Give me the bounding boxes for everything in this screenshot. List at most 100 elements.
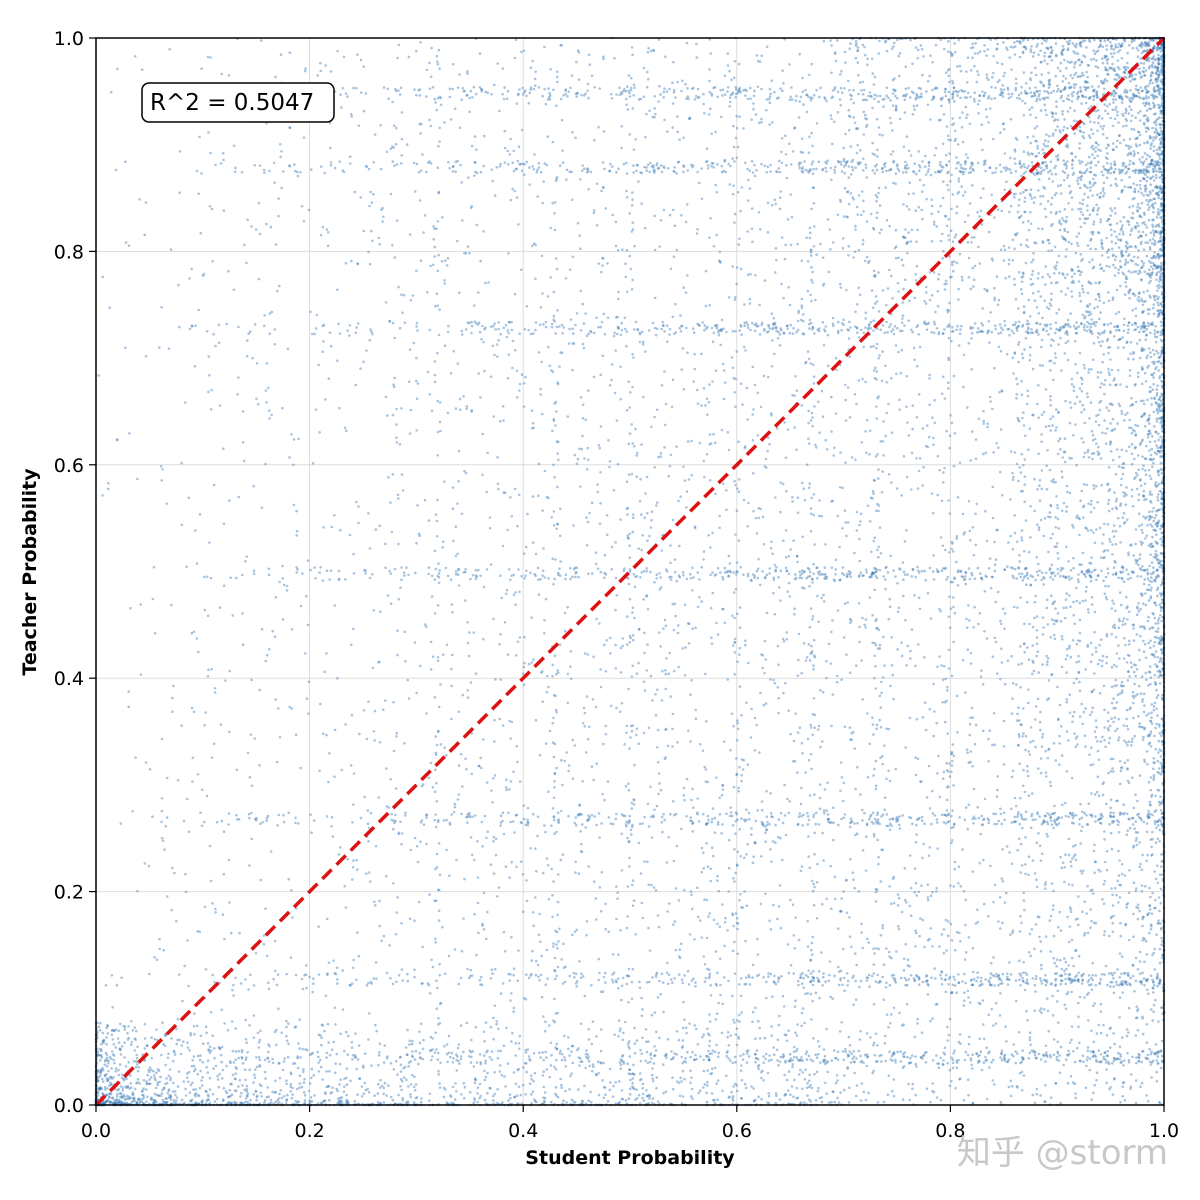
- data-point: [992, 71, 995, 75]
- data-point: [1105, 655, 1109, 659]
- data-point: [483, 134, 486, 138]
- data-point: [866, 63, 869, 67]
- data-point: [756, 391, 760, 395]
- data-point: [1103, 192, 1106, 195]
- data-point: [920, 190, 924, 193]
- data-point: [998, 896, 1002, 899]
- data-point: [531, 59, 534, 63]
- data-point: [435, 519, 439, 523]
- data-point: [1115, 72, 1119, 76]
- data-point: [879, 552, 883, 555]
- data-point: [201, 274, 205, 277]
- data-point: [206, 675, 210, 678]
- data-point: [503, 129, 507, 133]
- data-point: [996, 590, 1000, 594]
- data-point: [877, 310, 881, 313]
- data-point: [1077, 1025, 1080, 1029]
- data-point: [848, 1043, 852, 1047]
- data-point: [818, 996, 821, 1000]
- data-point: [1097, 317, 1101, 321]
- data-point: [769, 792, 772, 795]
- data-point: [1038, 479, 1042, 482]
- data-point: [583, 994, 587, 998]
- data-point: [1016, 382, 1019, 386]
- data-point: [578, 813, 581, 817]
- data-point: [1102, 533, 1105, 536]
- data-point: [631, 967, 635, 971]
- data-point: [921, 484, 924, 487]
- data-point: [1149, 776, 1153, 779]
- data-point: [619, 1027, 622, 1030]
- data-point: [831, 241, 835, 244]
- data-point: [1097, 413, 1100, 417]
- data-point: [926, 993, 930, 996]
- data-point: [664, 55, 667, 58]
- data-point: [836, 111, 840, 114]
- data-point: [298, 1018, 301, 1021]
- data-point: [914, 209, 917, 212]
- data-point: [905, 1002, 909, 1006]
- data-point: [1096, 370, 1100, 374]
- data-point: [524, 545, 528, 549]
- data-point: [1141, 698, 1144, 701]
- data-point: [197, 192, 200, 195]
- data-point: [1128, 654, 1131, 658]
- data-point: [228, 730, 231, 734]
- data-point: [587, 814, 590, 817]
- data-point: [812, 382, 816, 385]
- data-point: [431, 785, 435, 789]
- data-point: [369, 880, 372, 883]
- data-point: [683, 479, 687, 482]
- data-point: [708, 1058, 711, 1062]
- data-point: [765, 790, 768, 793]
- data-point: [789, 1057, 793, 1060]
- data-point: [495, 343, 499, 346]
- data-point: [288, 126, 292, 129]
- data-point: [935, 886, 938, 890]
- data-point: [410, 1073, 414, 1077]
- data-point: [1026, 764, 1029, 768]
- data-point: [370, 229, 373, 233]
- data-point: [621, 644, 624, 648]
- data-point: [615, 706, 618, 710]
- data-point: [168, 47, 171, 51]
- data-point: [786, 428, 790, 431]
- data-point: [993, 743, 997, 746]
- data-point: [1110, 701, 1114, 705]
- data-point: [1129, 341, 1133, 344]
- data-point: [1075, 464, 1078, 467]
- data-point: [695, 232, 699, 235]
- data-point: [579, 830, 582, 833]
- data-point: [1088, 417, 1091, 420]
- data-point: [982, 729, 985, 733]
- data-point: [1155, 335, 1159, 339]
- data-point: [1111, 767, 1114, 770]
- data-point: [634, 427, 637, 431]
- data-point: [641, 534, 644, 537]
- data-point: [773, 563, 777, 567]
- data-point: [421, 783, 425, 786]
- data-point: [604, 670, 608, 673]
- data-point: [771, 339, 774, 342]
- data-point: [929, 173, 933, 177]
- data-point: [750, 207, 754, 210]
- data-point: [939, 1056, 942, 1060]
- data-point: [1028, 315, 1032, 318]
- data-point: [976, 806, 979, 809]
- data-point: [784, 456, 788, 460]
- data-point: [705, 1091, 708, 1095]
- data-point: [801, 167, 804, 171]
- data-point: [745, 89, 748, 93]
- data-point: [592, 375, 596, 379]
- data-point: [981, 1023, 985, 1026]
- data-point: [915, 264, 919, 268]
- data-point: [429, 640, 433, 644]
- data-point: [509, 999, 512, 1002]
- data-point: [957, 981, 961, 984]
- data-point: [476, 901, 480, 905]
- data-point: [998, 391, 1001, 394]
- data-point: [713, 1101, 717, 1105]
- data-point: [520, 50, 523, 54]
- data-point: [931, 61, 934, 64]
- data-point: [543, 87, 546, 91]
